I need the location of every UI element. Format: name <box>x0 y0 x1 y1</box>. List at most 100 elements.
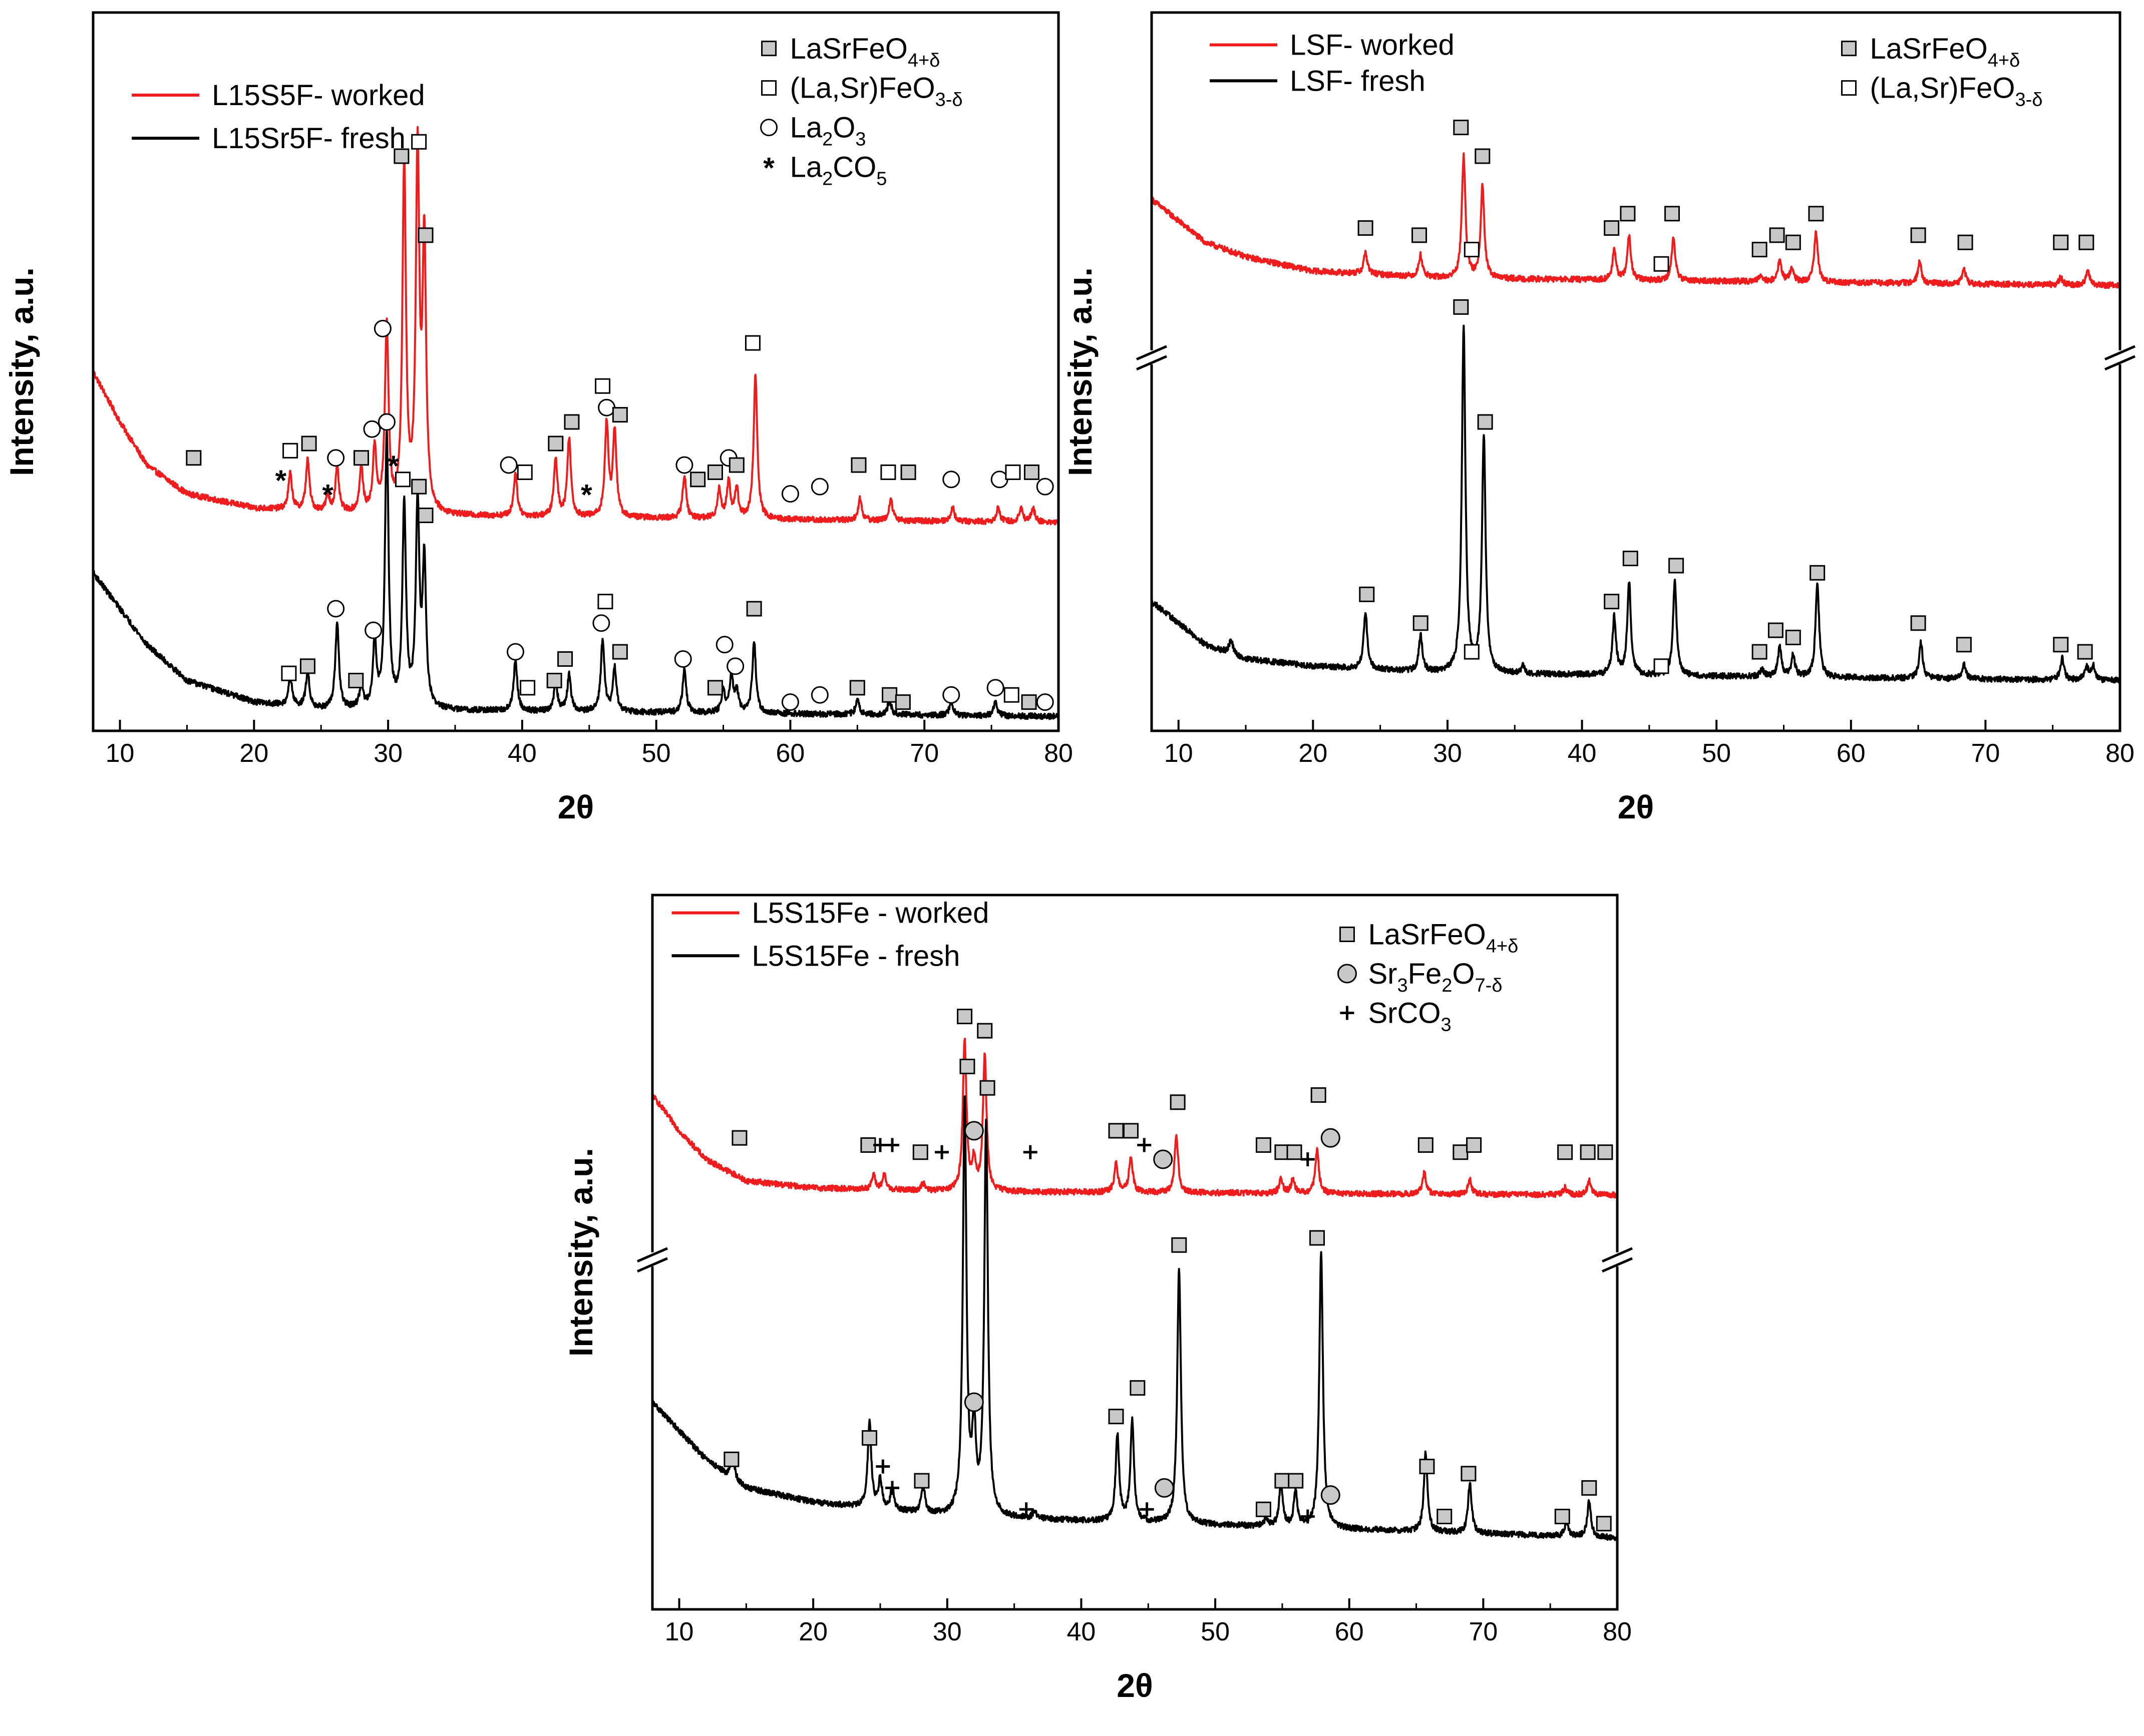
phase-marker <box>745 335 761 351</box>
axis-break-mark <box>1602 1257 1633 1273</box>
phase-marker <box>707 464 723 480</box>
phase-marker <box>882 687 898 703</box>
x-tick-label: 30 <box>1433 739 1462 768</box>
panel-bottom: 10 20 30 40 50 60 70 80 2θ Intensity, a.u. L5S15Fe… <box>562 894 1633 1704</box>
series-line <box>651 1038 1618 1199</box>
x-tick-label: 70 <box>1971 739 2000 768</box>
phase-marker <box>1255 1501 1271 1517</box>
phase-marker <box>1170 1094 1186 1110</box>
legend-label: L5S15Fe - fresh <box>752 940 960 972</box>
phase-marker <box>546 673 562 689</box>
y-axis-title: Intensity, a.u. <box>562 1148 599 1357</box>
x-tick-label: 50 <box>642 739 671 768</box>
phase-marker <box>394 148 410 164</box>
phase-marker <box>1785 234 1801 250</box>
phase-marker <box>1554 1508 1570 1524</box>
phase-marker <box>1808 206 1824 222</box>
phase-marker <box>1300 1509 1315 1524</box>
series-line <box>92 126 1059 526</box>
legend-label: L15Sr5F- fresh <box>212 122 406 155</box>
phase-marker <box>2053 637 2069 653</box>
phase-marker <box>299 658 315 674</box>
legend-label: LSF- fresh <box>1290 65 1425 97</box>
phase-marker <box>880 464 896 480</box>
phase-marker <box>990 471 1008 489</box>
panel-top-left: 10 20 30 40 50 60 70 80 2θ Intensity, a.u. * * * * L15… <box>3 11 1073 825</box>
x-axis-title: 2θ <box>1117 1667 1153 1704</box>
x-tick-label: 50 <box>1201 1617 1230 1646</box>
series-line <box>1151 152 2121 289</box>
phase-marker <box>690 472 706 488</box>
x-axis-title: 2θ <box>1618 788 1654 825</box>
phase-marker <box>378 413 396 431</box>
phase-legend-marker <box>1841 80 1857 96</box>
series-line <box>92 429 1059 720</box>
phase-marker <box>1023 464 1039 480</box>
phase-marker <box>781 485 799 503</box>
phase-legend-label: LaSrFeO4+δ <box>1368 918 1518 957</box>
phase-marker <box>2077 644 2093 660</box>
x-tick-label: 20 <box>1298 739 1327 768</box>
phase-marker <box>1412 615 1428 631</box>
x-tick-label: 40 <box>1568 739 1597 768</box>
phase-marker <box>873 1138 887 1152</box>
panel-top-right: 10 20 30 40 50 60 70 80 2θ Intensity, a.u. LSF- wo… <box>1061 11 2135 825</box>
phase-marker <box>746 601 762 617</box>
phase-marker <box>365 621 383 639</box>
phase-marker <box>1622 551 1638 567</box>
phase-marker <box>363 420 381 438</box>
phase-marker <box>1359 586 1375 602</box>
x-axis-title: 2θ <box>558 788 594 825</box>
phase-marker <box>1005 464 1021 480</box>
phase-marker <box>1309 1230 1325 1246</box>
phase-marker <box>1140 1502 1154 1517</box>
phase-marker <box>1557 1144 1573 1160</box>
phase-legend-marker <box>761 41 777 57</box>
phase-marker <box>411 479 427 495</box>
phase-marker <box>564 414 580 430</box>
phase-marker <box>986 679 1004 697</box>
phase-marker: * <box>275 465 287 497</box>
plot-frame <box>651 894 1619 1611</box>
phase-marker <box>1597 1144 1613 1160</box>
phase-marker <box>1453 299 1469 315</box>
x-tick-label: 60 <box>1335 1617 1364 1646</box>
phase-marker <box>2053 234 2069 250</box>
phase-marker <box>348 673 364 689</box>
phase-marker <box>418 227 434 243</box>
phase-marker <box>1023 1145 1037 1159</box>
phase-marker <box>1437 1508 1453 1524</box>
x-tick-label: 10 <box>1164 739 1193 768</box>
phase-marker <box>900 464 916 480</box>
phase-marker <box>1288 1473 1304 1489</box>
phase-marker <box>942 686 960 704</box>
phase-marker <box>1581 1480 1597 1496</box>
phase-marker <box>1419 1459 1435 1475</box>
phase-marker <box>1464 644 1480 660</box>
phase-marker <box>885 1481 900 1495</box>
phase-marker <box>1461 1466 1477 1482</box>
phase-marker <box>1910 615 1926 631</box>
axis-break-mark <box>637 1247 668 1263</box>
phase-marker <box>281 665 297 681</box>
phase-marker <box>598 398 616 416</box>
phase-marker <box>727 657 745 675</box>
phase-marker <box>674 650 692 668</box>
phase-marker <box>1957 234 1973 250</box>
y-axis-title: Intensity, a.u. <box>3 267 40 476</box>
x-tick-label: 80 <box>1044 739 1073 768</box>
phase-legend-label: Sr3Fe2O7-δ <box>1368 958 1502 996</box>
phase-marker <box>964 1121 984 1141</box>
phase-marker <box>1123 1123 1139 1139</box>
phase-legend-label: La2CO5 <box>790 151 887 190</box>
phase-marker <box>1604 220 1620 236</box>
phase-legend-label: LaSrFeO4+δ <box>1870 33 2020 71</box>
phase-marker <box>1003 687 1019 703</box>
phase-legend-label: (La,Sr)FeO3-δ <box>1870 72 2042 111</box>
phase-marker <box>557 651 573 667</box>
phase-marker <box>612 407 628 423</box>
phase-marker <box>1310 1087 1326 1103</box>
plot-frame <box>1150 11 2121 732</box>
phase-legend-marker <box>1337 964 1357 984</box>
